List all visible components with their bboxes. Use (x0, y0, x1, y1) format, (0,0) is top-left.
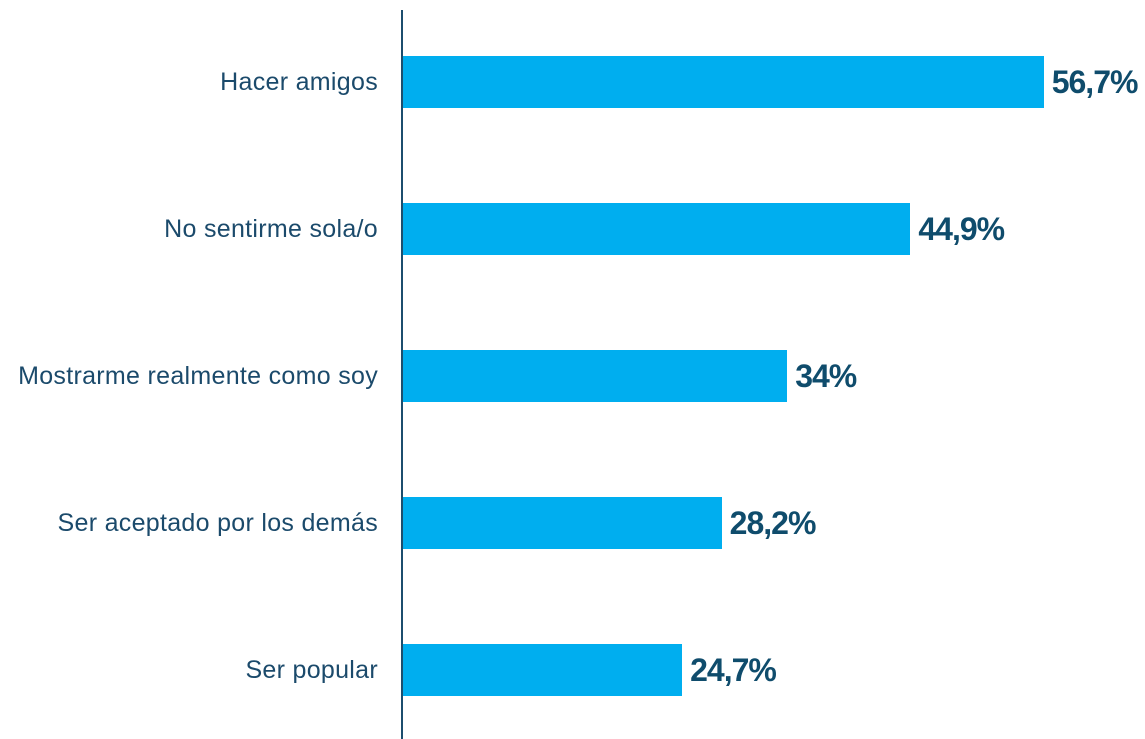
category-label-box: Ser popular (0, 620, 378, 720)
bar (403, 203, 911, 255)
category-label: Ser aceptado por los demás (57, 509, 378, 537)
category-axis (401, 10, 403, 739)
bar (403, 350, 788, 402)
category-label: Hacer amigos (220, 68, 378, 96)
bar (403, 644, 683, 696)
bar (403, 56, 1044, 108)
category-label: No sentirme sola/o (164, 215, 378, 243)
value-label: 28,2% (729, 505, 817, 541)
category-label: Ser popular (245, 656, 378, 684)
category-label: Mostrarme realmente como soy (18, 362, 378, 390)
bar (403, 497, 722, 549)
category-label-box: No sentirme sola/o (0, 179, 378, 279)
category-label-box: Ser aceptado por los demás (0, 473, 378, 573)
category-label-box: Hacer amigos (0, 32, 378, 132)
value-label: 56,7% (1051, 64, 1139, 100)
value-label: 24,7% (690, 652, 777, 688)
category-label-box: Mostrarme realmente como soy (0, 326, 378, 426)
value-label: 44,9% (918, 211, 1005, 247)
value-label: 34% (795, 358, 857, 394)
